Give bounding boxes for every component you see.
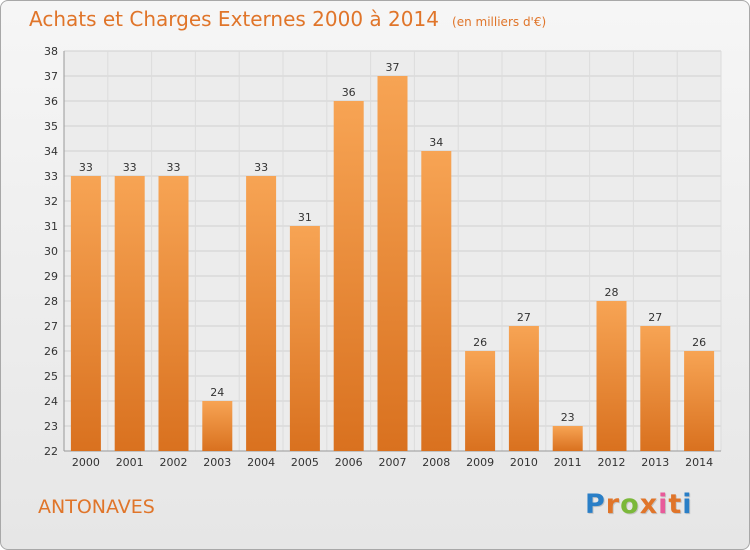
y-tick-label: 32 (44, 195, 58, 208)
x-tick-label: 2005 (291, 456, 319, 469)
x-tick-label: 2003 (203, 456, 231, 469)
bar (596, 301, 627, 451)
bar (70, 176, 101, 451)
bar (114, 176, 145, 451)
x-tick-label: 2004 (247, 456, 275, 469)
logo-letter: o (620, 489, 640, 520)
x-tick-label: 2006 (335, 456, 363, 469)
x-tick-label: 2009 (466, 456, 494, 469)
y-tick-label: 33 (44, 170, 58, 183)
bar-value-label: 33 (79, 161, 93, 174)
bar-value-label: 33 (123, 161, 137, 174)
logo-letter: r (605, 489, 621, 520)
y-tick-label: 38 (44, 45, 58, 58)
bar (158, 176, 189, 451)
x-tick-label: 2014 (685, 456, 713, 469)
bar (465, 351, 496, 451)
y-tick-label: 30 (44, 245, 58, 258)
bar (640, 326, 671, 451)
bar-value-label: 26 (473, 336, 487, 349)
x-tick-label: 2013 (641, 456, 669, 469)
logo-letter: i (658, 489, 669, 520)
x-tick-label: 2011 (554, 456, 582, 469)
bar-value-label: 34 (429, 136, 443, 149)
bar-value-label: 23 (561, 411, 575, 424)
y-tick-label: 29 (44, 270, 58, 283)
bar (202, 401, 233, 451)
y-tick-label: 35 (44, 120, 58, 133)
x-tick-label: 2000 (72, 456, 100, 469)
bar (508, 326, 539, 451)
bar-value-label: 26 (692, 336, 706, 349)
x-tick-label: 2010 (510, 456, 538, 469)
x-tick-label: 2008 (422, 456, 450, 469)
commune-name: ANTONAVES (38, 496, 155, 518)
proxiti-logo: Proxiti (585, 489, 693, 520)
chart-unit-note: (en milliers d'€) (452, 15, 547, 29)
bar-value-label: 33 (167, 161, 181, 174)
bar-value-label: 24 (210, 386, 224, 399)
y-tick-label: 27 (44, 320, 58, 333)
bar-value-label: 28 (605, 286, 619, 299)
chart-title: Achats et Charges Externes 2000 à 2014 (29, 7, 439, 31)
bar (333, 101, 364, 451)
bar (684, 351, 715, 451)
x-tick-label: 2002 (160, 456, 188, 469)
logo-letter: t (668, 489, 683, 520)
bar-value-label: 27 (648, 311, 662, 324)
bar (289, 226, 320, 451)
y-tick-label: 34 (44, 145, 58, 158)
y-tick-label: 23 (44, 420, 58, 433)
bar (552, 426, 583, 451)
y-tick-label: 36 (44, 95, 58, 108)
logo-letter: P (585, 489, 606, 520)
bar-value-label: 33 (254, 161, 268, 174)
bar (246, 176, 277, 451)
bar (421, 151, 452, 451)
y-tick-label: 24 (44, 395, 58, 408)
logo-letter: x (639, 489, 659, 520)
bar-value-label: 37 (386, 61, 400, 74)
title-row: Achats et Charges Externes 2000 à 2014 (… (29, 7, 546, 31)
bar-value-label: 31 (298, 211, 312, 224)
bar-value-label: 36 (342, 86, 356, 99)
x-tick-label: 2001 (116, 456, 144, 469)
logo-letter: i (682, 489, 693, 520)
y-tick-label: 25 (44, 370, 58, 383)
bar (377, 76, 408, 451)
x-tick-label: 2007 (379, 456, 407, 469)
bar-value-label: 27 (517, 311, 531, 324)
y-tick-label: 31 (44, 220, 58, 233)
y-tick-label: 26 (44, 345, 58, 358)
y-tick-label: 37 (44, 70, 58, 83)
x-tick-label: 2012 (598, 456, 626, 469)
y-tick-label: 22 (44, 445, 58, 458)
y-tick-label: 28 (44, 295, 58, 308)
